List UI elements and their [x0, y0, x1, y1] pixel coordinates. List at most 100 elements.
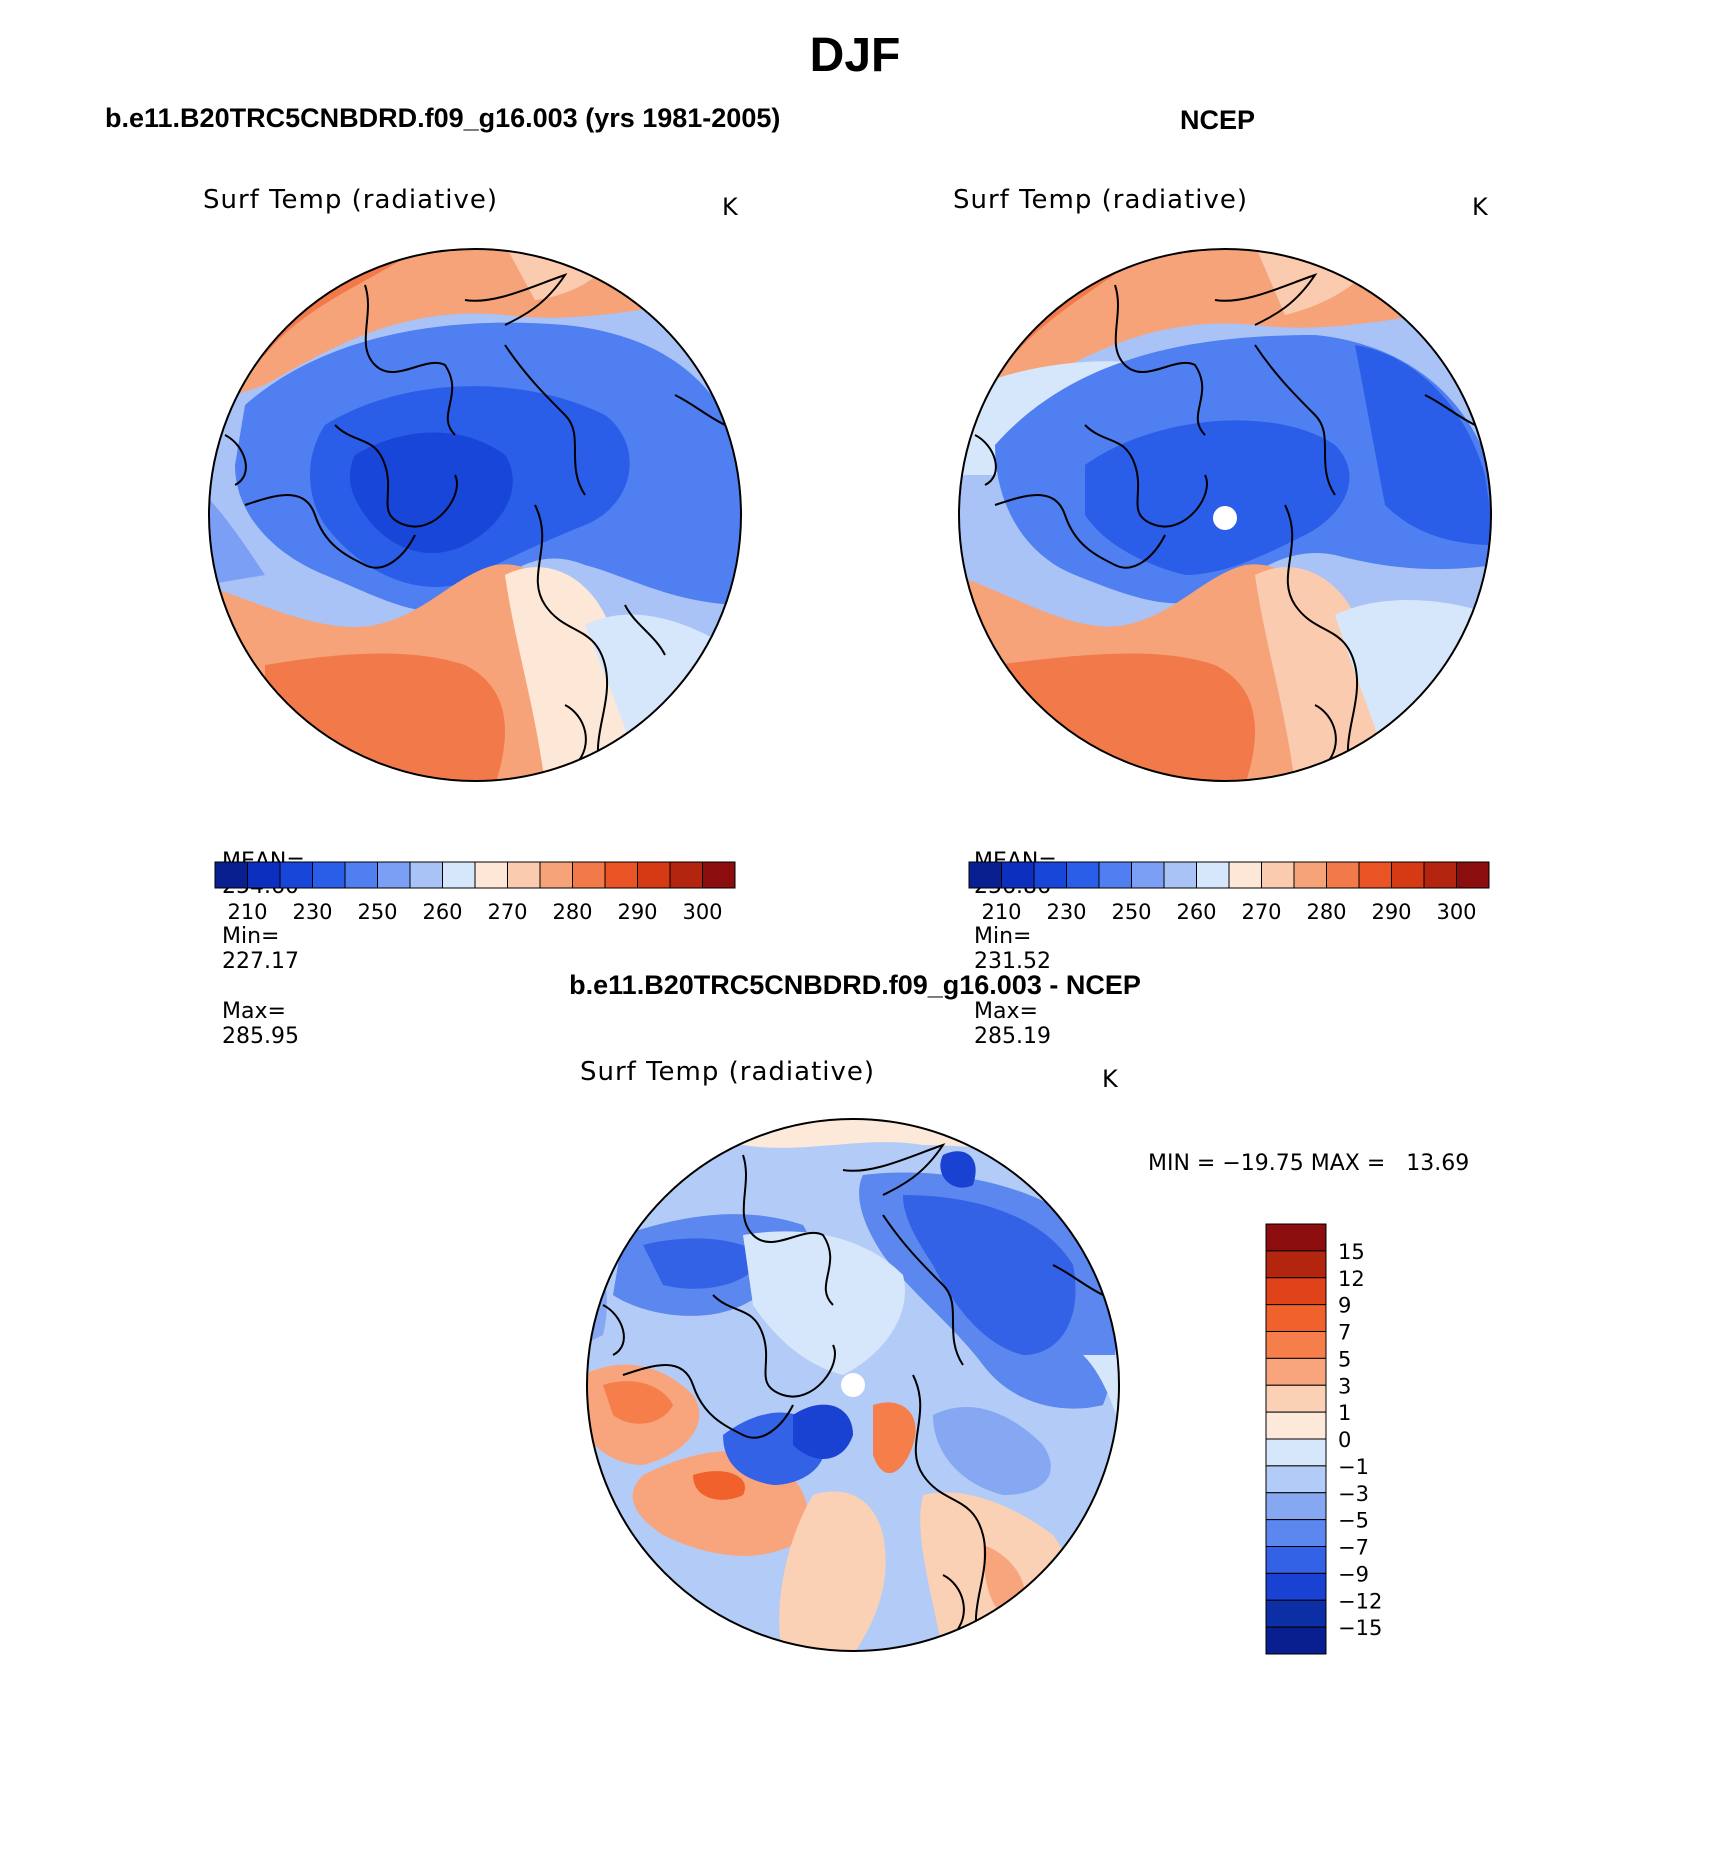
colorbar-tick-label: −5 — [1338, 1509, 1369, 1533]
colorbar-tick-label: 230 — [1046, 900, 1086, 924]
colorbar-box — [442, 861, 476, 889]
colorbar-box — [1265, 1519, 1327, 1547]
colorbar-tick-label: 7 — [1338, 1321, 1351, 1345]
colorbar-box — [1423, 861, 1457, 889]
obs-stats: MEAN= 256.86 Min= 231.52 Max= 285.19 — [960, 824, 1057, 1049]
model-variable-label: Surf Temp (radiative) — [203, 185, 499, 215]
colorbar-box — [1326, 861, 1360, 889]
colorbar-tick-label: −3 — [1338, 1482, 1369, 1506]
colorbar-box — [1033, 861, 1067, 889]
difference-variable-label: Surf Temp (radiative) — [580, 1057, 876, 1087]
colorbar-tick-label: 290 — [617, 900, 657, 924]
colorbar-tick-label: 9 — [1338, 1294, 1351, 1318]
colorbar-tick-label: 230 — [292, 900, 332, 924]
colorbar-box — [1265, 1223, 1327, 1252]
colorbar-box — [1265, 1599, 1327, 1628]
colorbar-box — [1265, 1492, 1327, 1521]
model-units-label: K — [722, 193, 738, 221]
colorbar-box — [1265, 1465, 1327, 1494]
difference-polar-map — [586, 1118, 1120, 1652]
min-label: Min= — [222, 924, 280, 949]
colorbar-box — [1265, 1438, 1327, 1467]
colorbar-box — [247, 861, 281, 889]
colorbar-tick-label: 280 — [1306, 900, 1346, 924]
obs-variable-label: Surf Temp (radiative) — [953, 185, 1249, 215]
colorbar-tick-label: 270 — [487, 900, 527, 924]
colorbar-tick-label: 5 — [1338, 1347, 1351, 1371]
obs-units-label: K — [1472, 193, 1488, 221]
model-header: b.e11.B20TRC5CNBDRD.f09_g16.003 (yrs 198… — [105, 103, 781, 133]
colorbar-tick-label: −7 — [1338, 1536, 1369, 1560]
colorbar-tick-label: 270 — [1241, 900, 1281, 924]
colorbar-tick-label: −9 — [1338, 1562, 1369, 1586]
max-label: Max= — [222, 999, 286, 1024]
max-label: Max= — [974, 999, 1038, 1024]
colorbar-box — [637, 861, 671, 889]
colorbar-box — [214, 861, 248, 889]
colorbar-box — [1265, 1250, 1327, 1279]
colorbar-box — [1391, 861, 1425, 889]
colorbar-box — [377, 861, 411, 889]
colorbar-tick-label: 250 — [1111, 900, 1151, 924]
model-polar-map — [208, 248, 742, 782]
colorbar-tick-label: 210 — [981, 900, 1021, 924]
colorbar-box — [1265, 1572, 1327, 1601]
colorbar-tick-label: 15 — [1338, 1240, 1365, 1264]
colorbar-box — [1265, 1546, 1327, 1574]
colorbar-box — [279, 861, 313, 889]
colorbar-box — [1358, 861, 1392, 889]
colorbar-tick-label: 290 — [1371, 900, 1411, 924]
obs-colorbar: 210 230 250 260 270 280 290 300 — [968, 861, 1490, 924]
colorbar-tick-label: 260 — [422, 900, 462, 924]
max-value: 285.95 — [222, 1024, 299, 1049]
difference-minmax: MIN = −19.75 MAX = 13.69 — [1148, 1151, 1470, 1176]
colorbar-box — [312, 861, 346, 889]
colorbar-tick-label: 0 — [1338, 1428, 1351, 1452]
difference-units-label: K — [1102, 1065, 1118, 1093]
colorbar-tick-label: 210 — [227, 900, 267, 924]
colorbar-tick-label: −1 — [1338, 1455, 1369, 1479]
colorbar-box — [474, 861, 508, 889]
colorbar-box — [1265, 1304, 1327, 1332]
colorbar-box — [1265, 1277, 1327, 1306]
colorbar-box — [539, 861, 573, 889]
colorbar-tick-label: 280 — [552, 900, 592, 924]
season-title: DJF — [809, 29, 901, 82]
colorbar-tick-label: 250 — [357, 900, 397, 924]
colorbar-box — [1265, 1411, 1327, 1440]
colorbar-box — [1001, 861, 1035, 889]
colorbar-box — [409, 861, 443, 889]
colorbar-box — [1265, 1384, 1327, 1413]
colorbar-tick-label: 1 — [1338, 1401, 1351, 1425]
colorbar-box — [572, 861, 606, 889]
min-value: 227.17 — [222, 949, 299, 974]
colorbar-box — [1265, 1626, 1327, 1655]
difference-header: b.e11.B20TRC5CNBDRD.f09_g16.003 - NCEP — [569, 970, 1141, 1000]
colorbar-box — [1098, 861, 1132, 889]
colorbar-box — [1293, 861, 1327, 889]
colorbar-box — [968, 861, 1002, 889]
min-value: 231.52 — [974, 949, 1051, 974]
colorbar-tick-label: −12 — [1338, 1589, 1382, 1613]
colorbar-tick-label: 3 — [1338, 1374, 1351, 1398]
colorbar-box — [1163, 861, 1197, 889]
colorbar-tick-label: −15 — [1338, 1616, 1382, 1640]
colorbar-box — [1456, 861, 1490, 889]
model-colorbar: 210 230 250 260 270 280 290 300 — [214, 861, 736, 924]
colorbar-box — [669, 861, 703, 889]
colorbar-box — [1196, 861, 1230, 889]
difference-colorbar: 15 12 9 75 3 1 0 −1 −3 −5 −7−9 −12 −15 — [1265, 1223, 1382, 1655]
obs-header: NCEP — [1180, 105, 1256, 135]
min-label: Min= — [974, 924, 1032, 949]
colorbar-tick-label: 300 — [1436, 900, 1476, 924]
colorbar-box — [344, 861, 378, 889]
obs-polar-map — [958, 248, 1492, 782]
colorbar-box — [702, 861, 736, 889]
colorbar-tick-label: 300 — [682, 900, 722, 924]
colorbar-box — [604, 861, 638, 889]
colorbar-tick-label: 260 — [1176, 900, 1216, 924]
colorbar-tick-label: 12 — [1338, 1267, 1365, 1291]
colorbar-box — [1228, 861, 1262, 889]
colorbar-box — [1131, 861, 1165, 889]
model-stats: MEAN= 254.60 Min= 227.17 Max= 285.95 — [208, 824, 305, 1049]
